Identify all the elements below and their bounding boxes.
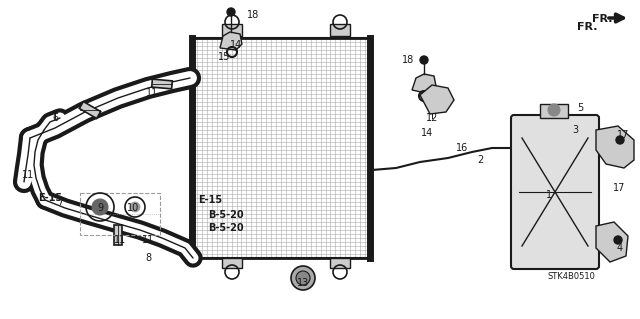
- Bar: [330, 24, 350, 36]
- Text: 11: 11: [22, 170, 34, 180]
- Text: 18: 18: [402, 55, 414, 65]
- Text: E-15: E-15: [38, 193, 62, 203]
- Polygon shape: [220, 32, 242, 50]
- Text: 15: 15: [218, 52, 230, 62]
- Text: 11: 11: [114, 235, 126, 245]
- Bar: [192, 38, 370, 258]
- Text: 11: 11: [142, 235, 154, 245]
- Text: FR.: FR.: [592, 14, 612, 24]
- Circle shape: [92, 199, 108, 215]
- Text: 4: 4: [617, 243, 623, 253]
- Text: B-5-20: B-5-20: [208, 223, 244, 233]
- Text: 7: 7: [57, 197, 63, 207]
- Circle shape: [614, 236, 622, 244]
- Circle shape: [227, 8, 235, 16]
- Polygon shape: [596, 126, 634, 168]
- Text: 16: 16: [456, 143, 468, 153]
- Circle shape: [130, 202, 140, 212]
- Text: 13: 13: [297, 278, 309, 288]
- Circle shape: [548, 104, 560, 116]
- Text: E-15: E-15: [198, 195, 222, 205]
- Text: 9: 9: [97, 203, 103, 213]
- Text: 1: 1: [546, 190, 552, 200]
- Bar: [152, 79, 172, 89]
- Text: FR.: FR.: [577, 22, 598, 32]
- Bar: [222, 24, 242, 36]
- Bar: [114, 225, 122, 245]
- Text: 17: 17: [613, 183, 625, 193]
- Bar: [330, 258, 350, 268]
- Text: 5: 5: [577, 103, 583, 113]
- Text: 11: 11: [146, 88, 158, 98]
- Bar: [79, 101, 100, 118]
- Text: 3: 3: [572, 125, 578, 135]
- Polygon shape: [412, 74, 436, 94]
- Text: 17: 17: [617, 130, 629, 140]
- Circle shape: [296, 271, 310, 285]
- Circle shape: [616, 136, 624, 144]
- Text: 14: 14: [230, 40, 242, 50]
- Polygon shape: [420, 85, 454, 114]
- Text: B-5-20: B-5-20: [208, 210, 244, 220]
- Circle shape: [291, 266, 315, 290]
- Bar: [222, 258, 242, 268]
- Text: 14: 14: [421, 128, 433, 138]
- Text: 6: 6: [52, 113, 58, 123]
- Text: 10: 10: [127, 203, 139, 213]
- Bar: [80, 193, 160, 235]
- Bar: [540, 104, 568, 118]
- Text: 8: 8: [145, 253, 151, 263]
- Text: 18: 18: [247, 10, 259, 20]
- Polygon shape: [596, 222, 628, 262]
- Circle shape: [420, 56, 428, 64]
- FancyBboxPatch shape: [511, 115, 599, 269]
- Text: 2: 2: [477, 155, 483, 165]
- Text: 12: 12: [426, 113, 438, 123]
- Text: STK4B0510: STK4B0510: [548, 272, 596, 281]
